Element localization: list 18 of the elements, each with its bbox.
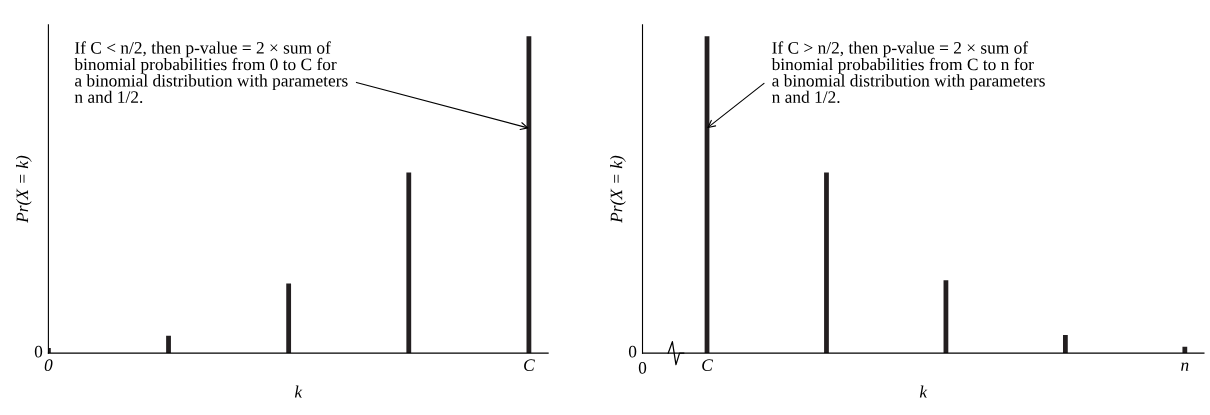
x-tick-label: n (1181, 362, 1189, 371)
bar (1182, 346, 1188, 354)
annotation: If C > n/2, then p-value = 2 × sum of binomial probabilities from C to n for a binomial distribution with parameters n and 1/2. (771, 41, 1045, 104)
x-tick-label: 0 (44, 359, 53, 371)
bar (286, 283, 292, 354)
annotation: If C < n/2, then p-value = 2 × sum of binomial probabilities from 0 to C for a binomial distribution with parameters n and 1/2. (74, 41, 348, 104)
text: 0 (34, 345, 43, 358)
text: 0 (628, 345, 637, 358)
bar (824, 172, 829, 354)
x-tick-label: C (702, 359, 713, 371)
bar (406, 172, 412, 354)
bar (166, 335, 171, 354)
x-axis-title: k (294, 385, 303, 398)
x-axis-title: k (919, 385, 928, 398)
y-axis-title: Pr(X = k) (610, 155, 626, 223)
x-tick-label: C (524, 359, 535, 371)
bar (1062, 335, 1068, 354)
y-axis-title: Pr(X = k) (15, 155, 32, 223)
